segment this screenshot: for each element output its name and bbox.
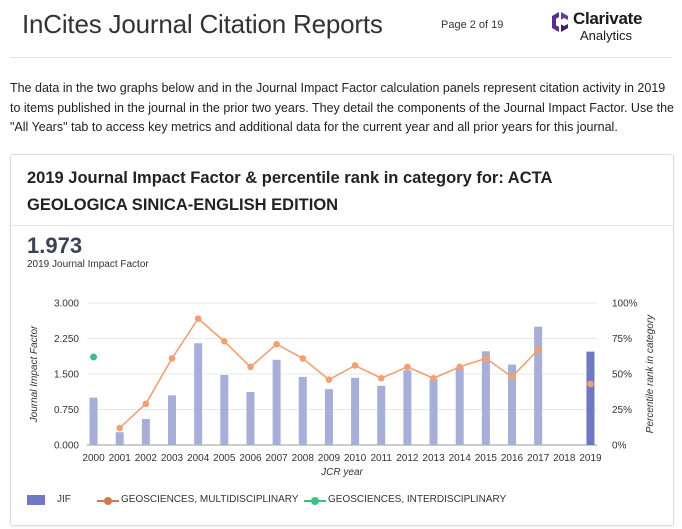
- jif-bar: [298, 376, 307, 445]
- jif-bar: [429, 379, 438, 445]
- legend-label: JIF: [57, 494, 71, 505]
- y-axis-title: Journal Impact Factor: [29, 325, 40, 423]
- y-tick-label: 1.500: [54, 370, 79, 381]
- multidisciplinary-point: [116, 424, 123, 432]
- x-tick-label: 2008: [292, 453, 315, 464]
- jif-bar: [324, 389, 333, 445]
- multidisciplinary-point: [351, 362, 359, 369]
- x-tick-label: 2003: [161, 453, 184, 464]
- x-tick-label: 2005: [213, 453, 236, 464]
- jif-bar: [141, 418, 150, 445]
- multidisciplinary-point: [404, 363, 411, 371]
- y-tick-label: 0.000: [54, 441, 79, 452]
- header-divider: [10, 57, 672, 58]
- multidisciplinary-point: [142, 400, 150, 408]
- multidisciplinary-point: [168, 355, 176, 362]
- x-tick-label: 2007: [265, 453, 288, 464]
- legend-dot: [104, 496, 112, 505]
- multidisciplinary-point: [430, 374, 437, 382]
- y-tick-label: 2.250: [54, 334, 79, 345]
- jif-bar: [586, 351, 595, 445]
- jif-bar: [246, 391, 255, 445]
- logo-name: Clarivate: [573, 9, 643, 28]
- multidisciplinary-point: [194, 315, 202, 322]
- legend-line-swatch: [97, 496, 119, 505]
- multidisciplinary-point: [587, 380, 594, 388]
- report-header: InCites Journal Citation Reports Page 2 …: [0, 0, 682, 52]
- x-tick-label: 2000: [82, 453, 105, 464]
- x-tick-label: 2018: [553, 453, 576, 464]
- jif-bar: [194, 343, 203, 445]
- jif-bar: [272, 359, 281, 445]
- multidisciplinary-point: [456, 363, 463, 371]
- logo-subtitle: Analytics: [580, 28, 633, 43]
- jif-bar: [403, 370, 412, 445]
- multidisciplinary-point: [221, 338, 228, 345]
- jif-bar: [220, 374, 229, 445]
- legend-line-swatch: [304, 496, 326, 505]
- x-tick-label: 2014: [449, 453, 472, 464]
- x-tick-label: 2006: [239, 453, 262, 464]
- y-right-axis-title: Percentile rank in category: [645, 314, 656, 433]
- jif-label: 2019 Journal Impact Factor: [27, 259, 149, 270]
- y-right-tick-label: 0%: [612, 441, 627, 452]
- panel-title: 2019 Journal Impact Factor & percentile …: [27, 169, 552, 214]
- legend-dot: [311, 496, 319, 505]
- intro-paragraph: The data in the two graphs below and in …: [10, 81, 675, 134]
- jif-bar: [455, 367, 464, 445]
- x-tick-label: 2011: [370, 453, 392, 464]
- x-tick-label: 2012: [396, 453, 419, 464]
- x-tick-label: 2002: [135, 453, 158, 464]
- y-right-tick-label: 75%: [612, 334, 632, 345]
- legend-label: GEOSCIENCES, MULTIDISCIPLINARY: [121, 494, 299, 505]
- multidisciplinary-point: [247, 363, 254, 371]
- y-tick-label: 3.000: [54, 299, 79, 310]
- jif-value: 1.973: [27, 233, 83, 258]
- jif-chart: 0.000 0.750 1.500 2.250 3.000 0% 25% 50% 75% 100%…: [29, 299, 656, 479]
- x-tick-label: 2004: [187, 453, 210, 464]
- x-tick-label: 2010: [344, 453, 367, 464]
- multidisciplinary-point: [508, 373, 516, 381]
- jif-bar: [168, 395, 176, 445]
- x-tick-label: 2016: [501, 453, 524, 464]
- page-number: Page 2 of 19: [441, 19, 504, 31]
- multidisciplinary-point: [534, 346, 542, 354]
- multidisciplinary-point: [482, 355, 490, 362]
- x-axis-title: JCR year: [320, 467, 363, 478]
- jif-bar: [508, 364, 516, 445]
- jif-bar: [351, 377, 360, 445]
- jif-chart-panel: 2019 Journal Impact Factor & percentile …: [10, 154, 674, 526]
- multidisciplinary-point: [299, 355, 307, 362]
- clarivate-logo: Clarivate Analytics: [549, 8, 674, 44]
- x-tick-label: 2019: [579, 453, 602, 464]
- jif-bar: [89, 397, 98, 445]
- x-tick-label: 2013: [422, 453, 445, 464]
- multidisciplinary-point: [325, 376, 333, 383]
- panel-divider: [11, 225, 673, 226]
- x-tick-label: 2001: [109, 453, 132, 464]
- jif-bar: [377, 385, 386, 445]
- x-tick-label: 2009: [318, 453, 341, 464]
- jif-bar: [534, 326, 543, 445]
- x-tick-label: 2015: [475, 453, 498, 464]
- jif-bar: [115, 432, 124, 445]
- y-tick-label: 0.750: [54, 405, 79, 416]
- jif-bar: [481, 351, 490, 445]
- multidisciplinary-point: [273, 340, 280, 348]
- interdisciplinary-point: [90, 353, 98, 361]
- y-right-tick-label: 100%: [612, 299, 638, 310]
- report-title: InCites Journal Citation Reports: [22, 9, 383, 39]
- chart-legend: JIF GEOSCIENCES, MULTIDISCIPLINARY GEOSCIE…: [11, 489, 673, 511]
- multidisciplinary-point: [377, 374, 385, 382]
- y-right-tick-label: 25%: [612, 405, 632, 416]
- clarivate-logo-icon: [552, 12, 568, 32]
- y-right-tick-label: 50%: [612, 370, 632, 381]
- legend-bar-swatch: [27, 495, 45, 505]
- legend-label: GEOSCIENCES, INTERDISCIPLINARY: [328, 494, 507, 505]
- x-tick-label: 2017: [527, 453, 550, 464]
